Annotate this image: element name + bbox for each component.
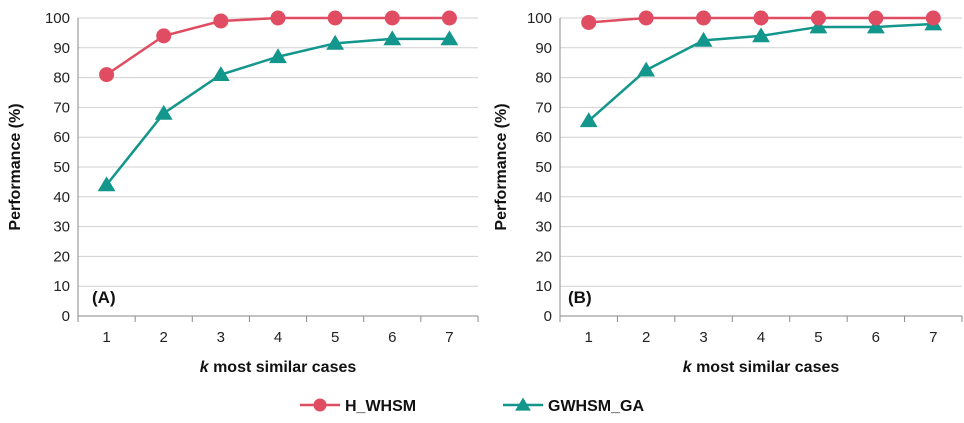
series-h-whsm-point <box>213 13 229 29</box>
series-h-whsm-point <box>156 28 172 44</box>
legend-item-h-whsm: H_WHSM <box>300 398 416 415</box>
series-h-whsm-point <box>753 10 769 26</box>
x-tick-label: 6 <box>388 329 396 346</box>
x-tick-label: 1 <box>102 329 110 346</box>
x-tick-label: 7 <box>445 329 453 346</box>
legend-marker <box>313 398 327 412</box>
legend-marker <box>515 397 531 411</box>
series-gwhsm-ga-point <box>97 176 116 192</box>
x-tick-label: 5 <box>331 329 339 346</box>
x-tick-label: 7 <box>929 329 937 346</box>
series-h-whsm-point <box>99 67 115 83</box>
y-tick-label: 10 <box>53 278 70 295</box>
legend: H_WHSM GWHSM_GA <box>300 397 644 415</box>
y-tick-label: 10 <box>535 278 552 295</box>
legend-item-gwhsm-ga: GWHSM_GA <box>503 397 644 415</box>
y-tick-label: 100 <box>527 10 552 27</box>
series-gwhsm-ga-point <box>752 27 770 43</box>
y-tick-label: 30 <box>535 219 552 236</box>
legend-label: GWHSM_GA <box>548 398 644 415</box>
x-axis-title-rest: most similar cases <box>692 359 840 376</box>
x-tick-label: 2 <box>642 329 650 346</box>
series-h-whsm-point <box>270 10 286 26</box>
series-gwhsm-ga-point <box>694 31 713 47</box>
y-tick-label: 50 <box>53 159 70 176</box>
x-tick-label: 1 <box>585 329 593 346</box>
y-tick-label: 20 <box>53 248 70 265</box>
x-tick-label: 6 <box>872 329 880 346</box>
series-gwhsm-ga-point <box>211 66 230 81</box>
panel-label: (A) <box>92 288 116 307</box>
y-tick-label: 0 <box>62 308 70 325</box>
series-gwhsm-ga-point <box>154 104 173 120</box>
y-tick-label: 100 <box>45 10 70 27</box>
y-tick-label: 30 <box>53 219 70 236</box>
y-tick-label: 60 <box>535 129 552 146</box>
series-h-whsm-point <box>638 10 654 26</box>
legend-label: H_WHSM <box>345 398 416 415</box>
x-axis-title-k: k <box>683 359 693 376</box>
series-h-whsm-point <box>925 10 941 26</box>
x-tick-label: 3 <box>699 329 707 346</box>
series-gwhsm-ga-point <box>866 18 885 34</box>
y-tick-label: 80 <box>535 70 552 87</box>
x-axis-title-k: k <box>200 359 210 376</box>
x-axis-title-rest: most similar cases <box>209 359 357 376</box>
y-tick-label: 90 <box>535 40 552 57</box>
series-h-whsm-point <box>696 10 712 26</box>
series-h-whsm-point <box>384 10 400 26</box>
y-tick-label: 80 <box>53 70 70 87</box>
series-gwhsm-ga-point <box>326 34 345 50</box>
series-h-whsm-point <box>441 10 457 26</box>
panel-2: 0 10 20 30 40 50 60 70 80 90 100 1 2 3 4 5 6 7 Performance… <box>493 10 963 376</box>
series-h-whsm-point <box>810 10 826 26</box>
x-tick-label: 2 <box>160 329 168 346</box>
y-axis-title: Performance (%) <box>7 103 24 230</box>
series-gwhsm-ga-point <box>440 30 459 46</box>
x-tick-label: 3 <box>217 329 225 346</box>
y-axis-title: Performance (%) <box>493 103 510 230</box>
x-tick-label: 5 <box>814 329 822 346</box>
x-tick-label: 4 <box>274 329 282 346</box>
y-tick-label: 40 <box>535 189 552 206</box>
y-tick-label: 50 <box>535 159 552 176</box>
series-gwhsm-ga-point <box>579 112 598 128</box>
series-h-whsm-point <box>581 14 597 30</box>
y-tick-label: 70 <box>53 99 70 116</box>
series-gwhsm-ga-point <box>383 30 402 46</box>
series-h-whsm-line <box>105 16 450 76</box>
y-tick-label: 90 <box>53 40 70 57</box>
series-gwhsm-ga-point <box>269 48 287 64</box>
series-gwhsm-ga-point <box>809 18 828 34</box>
y-tick-label: 20 <box>535 248 552 265</box>
x-axis-title: k most similar cases <box>683 359 840 376</box>
y-tick-label: 0 <box>544 308 552 325</box>
x-axis-title: k most similar cases <box>200 359 357 376</box>
panel-1: 0 10 20 30 40 50 60 70 80 90 100 1 2 3 4 5 6 7 Performance… <box>7 10 479 376</box>
series-h-whsm-point <box>868 10 884 26</box>
y-tick-label: 40 <box>53 189 70 206</box>
series-gwhsm-ga-point <box>637 61 656 77</box>
x-tick-label: 4 <box>757 329 765 346</box>
y-tick-label: 60 <box>53 129 70 146</box>
panel-label: (B) <box>568 288 592 307</box>
series-h-whsm-point <box>327 10 343 26</box>
y-tick-label: 70 <box>535 99 552 116</box>
